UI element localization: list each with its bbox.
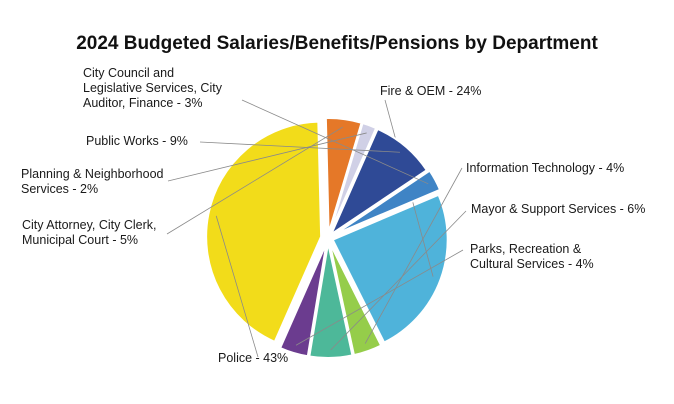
pie-slice xyxy=(331,193,449,344)
slice-label: Mayor & Support Services - 6% xyxy=(471,202,645,217)
slice-label-line: Mayor & Support Services - 6% xyxy=(471,202,646,216)
pie-slice xyxy=(328,242,383,357)
leader-line xyxy=(295,249,464,346)
slice-label: City Attorney, City Clerk, Municipal Cour… xyxy=(22,218,157,248)
leader-line xyxy=(199,141,400,153)
slice-label-line: Municipal Court - 5% xyxy=(22,233,139,247)
slice-label-line: Police - 43% xyxy=(218,351,289,365)
slice-label-line: Parks, Recreation & xyxy=(470,242,582,256)
slice-label: City Council and Legislative Services, Ci… xyxy=(83,66,222,111)
slice-label-line: City Attorney, City Clerk, xyxy=(22,218,157,232)
slice-label: Public Works - 9% xyxy=(86,134,188,149)
pie-slice xyxy=(333,169,442,236)
pie-slice xyxy=(308,242,354,359)
pie-slice xyxy=(205,120,323,344)
slice-label-line: Fire & OEM - 24% xyxy=(380,84,482,98)
leader-line xyxy=(330,210,467,351)
slice-label: Planning & Neighborhood Services - 2% xyxy=(21,167,163,197)
slice-label: Parks, Recreation & Cultural Services - 4… xyxy=(470,242,594,272)
leader-line xyxy=(166,126,344,235)
pie-slice xyxy=(324,117,363,234)
slice-label-line: Legislative Services, City xyxy=(83,81,222,95)
leader-line xyxy=(215,215,259,358)
slice-label-line: Auditor, Finance - 3% xyxy=(83,96,203,110)
pie-slice xyxy=(328,127,429,237)
leader-line xyxy=(364,167,463,344)
chart-title: 2024 Budgeted Salaries/Benefits/Pensions… xyxy=(76,33,598,54)
slice-label-line: Planning & Neighborhood xyxy=(21,167,164,181)
slice-label: Police - 43% xyxy=(218,351,288,366)
slice-label: Fire & OEM - 24% xyxy=(380,84,481,99)
slice-label-line: Cultural Services - 4% xyxy=(470,257,594,271)
slice-label-line: Information Technology - 4% xyxy=(466,161,625,175)
slice-label-line: Public Works - 9% xyxy=(86,134,188,148)
slice-label: Information Technology - 4% xyxy=(466,161,624,176)
slice-label-line: Services - 2% xyxy=(21,182,99,196)
slice-label-line: City Council and xyxy=(83,66,175,80)
pie-slice xyxy=(278,242,328,358)
leader-line xyxy=(241,99,429,185)
